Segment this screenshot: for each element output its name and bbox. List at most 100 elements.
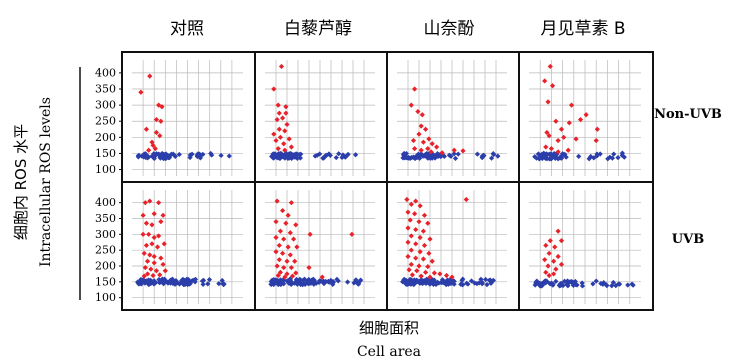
data-point-red xyxy=(547,273,552,278)
data-point-red xyxy=(280,208,285,213)
y-tick-label: 200 xyxy=(95,260,116,273)
data-point-red xyxy=(278,229,283,234)
data-point-red xyxy=(421,229,426,234)
panel-uvb-1: 100150200250300350400 xyxy=(95,182,255,310)
data-point-red xyxy=(411,138,416,143)
data-point-red xyxy=(413,227,418,232)
data-point-red xyxy=(412,211,417,216)
panel-title-3: 山奈酚 xyxy=(424,19,475,39)
data-point-red xyxy=(548,64,553,69)
data-point-red xyxy=(141,232,146,237)
data-point-red xyxy=(280,115,285,120)
data-point-red xyxy=(434,144,439,149)
data-point-red xyxy=(158,119,163,124)
data-point-red xyxy=(551,271,556,276)
panel-frame xyxy=(519,182,653,310)
data-point-red xyxy=(595,127,600,132)
data-point-red xyxy=(547,251,552,256)
data-point-red xyxy=(425,221,430,226)
data-point-red xyxy=(293,222,298,227)
data-point-red xyxy=(144,243,149,248)
data-point-red xyxy=(419,274,424,279)
data-point-red xyxy=(289,200,294,205)
data-point-red xyxy=(419,148,424,153)
data-point-red xyxy=(423,127,428,132)
data-point-red xyxy=(284,259,289,264)
data-point-red xyxy=(432,270,437,275)
data-point-red xyxy=(418,235,423,240)
data-point-red xyxy=(416,219,421,224)
data-point-red xyxy=(277,243,282,248)
data-point-red xyxy=(430,141,435,146)
data-point-red xyxy=(275,263,280,268)
data-point-blue xyxy=(456,151,461,156)
data-point-red xyxy=(412,86,417,91)
data-point-red xyxy=(452,148,457,153)
panel-frame xyxy=(122,182,255,310)
data-point-blue xyxy=(227,153,232,158)
y-tick-label: 250 xyxy=(95,244,116,257)
data-point-blue xyxy=(453,156,458,161)
data-point-red xyxy=(405,240,410,245)
data-point-red xyxy=(273,138,278,143)
data-point-red xyxy=(425,146,430,151)
data-point-red xyxy=(163,268,168,273)
data-point-red xyxy=(152,235,157,240)
data-point-red xyxy=(414,268,419,273)
data-point-red xyxy=(556,138,561,143)
data-point-red xyxy=(284,122,289,127)
data-point-red xyxy=(154,268,159,273)
data-point-red xyxy=(142,251,147,256)
data-point-red xyxy=(550,83,555,88)
data-point-red xyxy=(138,90,143,95)
data-point-red xyxy=(553,267,558,272)
data-point-red xyxy=(273,235,278,240)
data-point-red xyxy=(566,148,571,153)
panel-title-1: 对照 xyxy=(170,19,204,39)
y-tick-label: 100 xyxy=(95,291,116,304)
data-point-red xyxy=(427,236,432,241)
data-point-red xyxy=(280,251,285,256)
data-point-red xyxy=(146,232,151,237)
data-point-red xyxy=(155,244,160,249)
panel-non-uvb-3 xyxy=(387,52,519,182)
data-point-red xyxy=(422,213,427,218)
data-point-red xyxy=(286,244,291,249)
data-point-red xyxy=(405,210,410,215)
data-point-red xyxy=(548,238,553,243)
data-point-red xyxy=(294,244,299,249)
data-point-red xyxy=(349,232,354,237)
data-point-red xyxy=(160,213,165,218)
data-point-blue xyxy=(483,277,488,282)
data-point-red xyxy=(559,127,564,132)
panel-non-uvb-1: 100150200250300350400 xyxy=(95,52,255,182)
data-point-red xyxy=(288,252,293,257)
data-point-red xyxy=(291,236,296,241)
panel-uvb-4 xyxy=(519,182,653,310)
data-point-red xyxy=(460,148,465,153)
y-tick-label: 400 xyxy=(95,196,116,209)
data-point-red xyxy=(561,135,566,140)
panel-uvb-2 xyxy=(255,182,387,310)
data-point-red xyxy=(141,213,146,218)
data-point-red xyxy=(553,119,558,124)
data-point-red xyxy=(283,221,288,226)
data-point-red xyxy=(552,244,557,249)
data-point-red xyxy=(419,123,424,128)
data-point-red xyxy=(289,144,294,149)
data-point-red xyxy=(281,236,286,241)
data-point-blue xyxy=(611,151,616,156)
data-point-red xyxy=(543,243,548,248)
y-axis-label-cn: 细胞内 ROS 水平 xyxy=(12,124,30,240)
data-point-red xyxy=(276,103,281,108)
data-point-red xyxy=(437,271,442,276)
data-point-red xyxy=(549,146,554,151)
data-point-red xyxy=(407,267,412,272)
y-tick-label: 150 xyxy=(95,275,116,288)
data-point-red xyxy=(420,112,425,117)
row-label-uvb: UVB xyxy=(672,232,704,247)
x-axis-label-en: Cell area xyxy=(357,344,421,360)
data-point-red xyxy=(144,127,149,132)
panel-title-4: 月见草素 B xyxy=(540,19,625,39)
